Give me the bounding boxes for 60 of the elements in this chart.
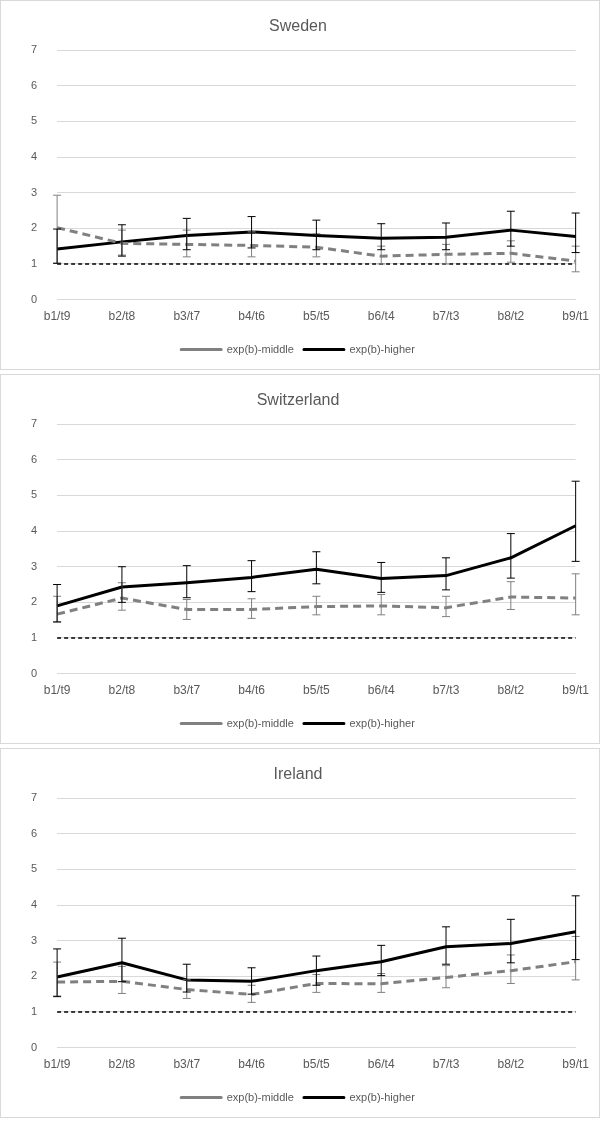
x-tick-label: b3/t7 bbox=[173, 309, 201, 324]
x-tick-label: b5/t5 bbox=[303, 1057, 331, 1072]
y-tick-label: 1 bbox=[30, 257, 38, 269]
y-tick-label: 2 bbox=[30, 969, 38, 982]
x-tick-label: b3/t7 bbox=[173, 683, 201, 698]
x-tick-label: b7/t3 bbox=[432, 683, 460, 698]
y-tick-label: 5 bbox=[30, 862, 38, 875]
y-tick-label: 6 bbox=[30, 78, 38, 91]
y-tick-label: 4 bbox=[30, 898, 38, 911]
x-tick-label: b2/t8 bbox=[108, 1057, 136, 1072]
x-tick-label: b9/t1 bbox=[562, 309, 590, 324]
x-tick-label: b4/t6 bbox=[238, 309, 266, 324]
y-tick-label: 2 bbox=[30, 221, 38, 234]
x-tick-label: b5/t5 bbox=[303, 683, 331, 698]
y-tick-label: 7 bbox=[30, 791, 38, 804]
legend-label: exp(b)-higher bbox=[349, 1090, 416, 1103]
y-tick-label: 6 bbox=[30, 826, 38, 839]
y-tick-label: 3 bbox=[30, 933, 38, 946]
x-tick-label: b2/t8 bbox=[108, 309, 136, 324]
chart-title: Switzerland bbox=[256, 391, 340, 409]
x-tick-label: b9/t1 bbox=[562, 1057, 590, 1072]
y-tick-label: 4 bbox=[30, 150, 38, 163]
x-tick-label: b1/t9 bbox=[43, 1057, 71, 1072]
y-tick-label: 0 bbox=[30, 666, 38, 679]
y-tick-label: 3 bbox=[30, 559, 38, 572]
x-tick-label: b2/t8 bbox=[108, 683, 136, 698]
x-tick-label: b8/t2 bbox=[497, 1057, 525, 1072]
x-tick-label: b9/t1 bbox=[562, 683, 590, 698]
x-tick-label: b6/t4 bbox=[367, 1057, 395, 1072]
y-tick-label: 5 bbox=[30, 114, 38, 127]
chart-title: Sweden bbox=[269, 17, 327, 35]
y-tick-label: 5 bbox=[30, 488, 38, 501]
y-tick-label: 7 bbox=[30, 43, 38, 56]
legend-label: exp(b)-middle bbox=[226, 716, 294, 729]
y-tick-label: 6 bbox=[30, 452, 38, 465]
x-tick-label: b8/t2 bbox=[497, 309, 525, 324]
legend-label: exp(b)-middle bbox=[226, 1090, 294, 1103]
x-tick-label: b7/t3 bbox=[432, 309, 460, 324]
x-tick-label: b6/t4 bbox=[367, 683, 395, 698]
y-tick-label: 4 bbox=[30, 524, 38, 537]
x-tick-label: b8/t2 bbox=[497, 683, 525, 698]
x-tick-label: b3/t7 bbox=[173, 1057, 201, 1072]
legend-label: exp(b)-higher bbox=[349, 342, 416, 355]
x-tick-label: b1/t9 bbox=[43, 309, 71, 324]
y-tick-label: 7 bbox=[30, 417, 38, 430]
x-tick-label: b7/t3 bbox=[432, 1057, 460, 1072]
y-tick-label: 0 bbox=[30, 1040, 38, 1053]
y-tick-label: 1 bbox=[30, 1005, 38, 1017]
x-tick-label: b1/t9 bbox=[43, 683, 71, 698]
y-tick-label: 3 bbox=[30, 185, 38, 198]
x-tick-label: b6/t4 bbox=[367, 309, 395, 324]
x-tick-label: b4/t6 bbox=[238, 1057, 266, 1072]
legend-label: exp(b)-middle bbox=[226, 342, 294, 355]
chart-title: Ireland bbox=[273, 765, 323, 783]
x-tick-label: b5/t5 bbox=[303, 309, 331, 324]
legend-label: exp(b)-higher bbox=[349, 716, 416, 729]
x-tick-label: b4/t6 bbox=[238, 683, 266, 698]
y-tick-label: 0 bbox=[30, 292, 38, 305]
y-tick-label: 2 bbox=[30, 595, 38, 608]
y-tick-label: 1 bbox=[30, 631, 38, 643]
